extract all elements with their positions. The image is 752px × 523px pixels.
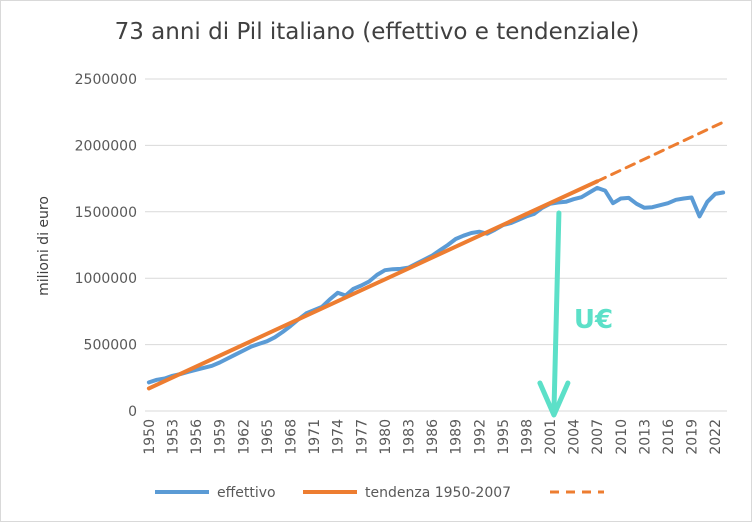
x-tick-label: 1977 (354, 419, 370, 455)
x-tick-label: 2016 (661, 419, 677, 455)
x-tick-label: 2004 (567, 419, 583, 455)
series-line-3 (595, 120, 725, 183)
x-tick-label: 1968 (284, 419, 300, 455)
annotation-arrow-shaft (551, 210, 562, 416)
annotation-arrow-head (537, 380, 571, 418)
x-tick-label: 1998 (519, 419, 535, 455)
x-tick-label: 1971 (307, 419, 323, 455)
x-tick-label: 2022 (708, 419, 724, 455)
legend-label-1: effettivo (217, 485, 276, 501)
x-tick-label: 1986 (425, 419, 441, 455)
x-tick-label: 1974 (331, 419, 347, 455)
series-lines (146, 120, 726, 391)
x-axis-ticks: 1950 1953 1956 1959 1962 1965 1968 1971 1974 1977… (142, 419, 724, 455)
y-tick-label: 1000000 (75, 271, 137, 287)
y-tick-label: 1500000 (75, 205, 137, 221)
y-tick-label: 2500000 (75, 72, 137, 88)
y-tick-label: 0 (128, 404, 137, 420)
x-tick-label: 2001 (543, 419, 559, 455)
legend-label-2: tendenza 1950-2007 (365, 485, 511, 501)
x-tick-label: 1980 (378, 419, 394, 455)
annotation-label: U€ (574, 305, 613, 335)
x-tick-label: 1989 (449, 419, 465, 455)
x-tick-label: 1992 (472, 419, 488, 455)
x-tick-label: 1956 (189, 419, 205, 455)
y-tick-label: 2000000 (75, 138, 137, 154)
x-tick-label: 1950 (142, 419, 158, 455)
series-line-2 (146, 179, 600, 391)
x-tick-label: 1983 (401, 419, 417, 455)
y-tick-label: 500000 (84, 338, 137, 354)
x-tick-label: 1953 (166, 419, 182, 455)
chart-title: 73 anni di Pil italiano (effettivo e ten… (114, 19, 640, 45)
x-tick-label: 1959 (213, 419, 229, 455)
x-tick-label: 2013 (637, 419, 653, 455)
series-line-1 (146, 185, 726, 385)
y-axis-ticks: 0 500000 1000000 1500000 2000000 2500000 (75, 72, 137, 420)
gridlines (145, 78, 727, 412)
x-tick-label: 1995 (496, 419, 512, 455)
y-axis-label: milioni di euro (36, 196, 52, 296)
x-tick-label: 2010 (614, 419, 630, 455)
legend: effettivo tendenza 1950-2007 (155, 485, 604, 501)
x-tick-label: 2019 (685, 419, 701, 455)
x-tick-label: 1962 (236, 419, 252, 455)
annotation: U€ (537, 210, 613, 418)
x-tick-label: 2007 (590, 419, 606, 455)
x-tick-label: 1965 (260, 419, 276, 455)
